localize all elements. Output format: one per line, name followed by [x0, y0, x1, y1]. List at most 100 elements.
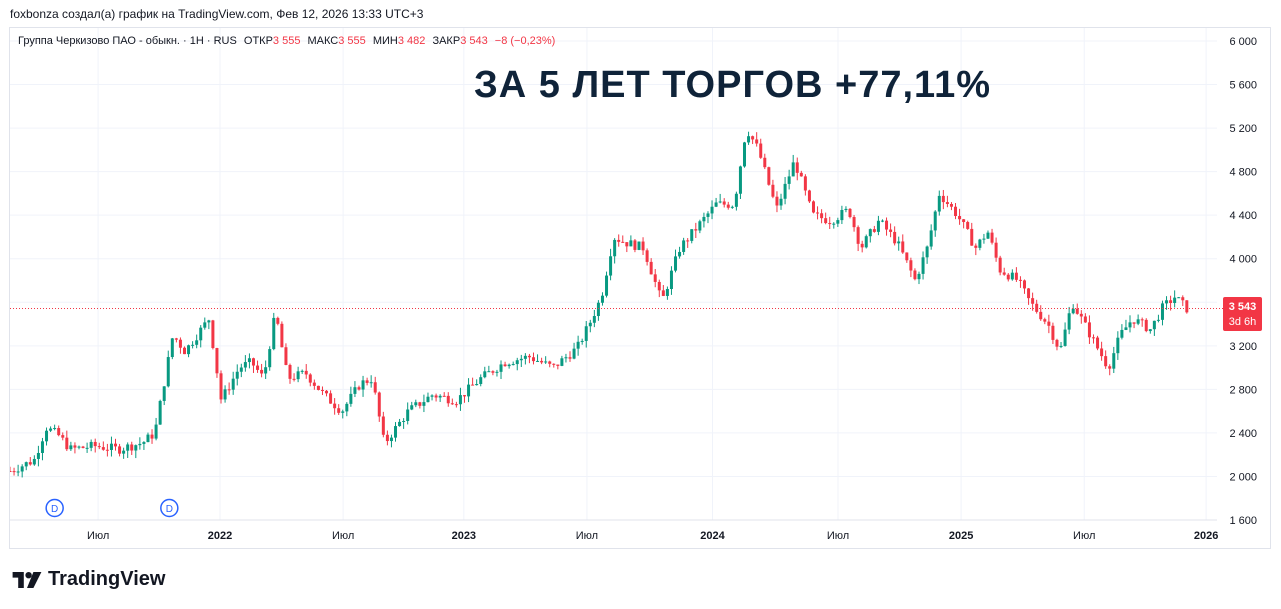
candle-body [227, 389, 231, 391]
candle-body [730, 206, 734, 208]
candle-body [126, 444, 130, 451]
candle-body [377, 392, 381, 417]
candle-body [864, 236, 868, 248]
candle-body [710, 206, 714, 214]
candle-body [844, 208, 848, 210]
candle-body [1010, 272, 1014, 280]
candle-body [527, 355, 531, 358]
candle-body [1006, 274, 1010, 280]
candle-body [633, 240, 637, 250]
candle-body [1124, 327, 1128, 330]
candle-body [921, 257, 925, 274]
candle-body [848, 208, 852, 218]
candle-body [718, 201, 722, 203]
candle-body [272, 317, 276, 350]
candle-body [199, 327, 203, 341]
candle-body [487, 371, 491, 373]
candle-body [706, 213, 710, 217]
candle-body [458, 395, 462, 405]
candle-body [1169, 300, 1173, 304]
candle-body [337, 408, 341, 413]
y-tick-label: 5 200 [1229, 123, 1257, 135]
candle-body [795, 162, 799, 173]
candle-body [475, 384, 479, 386]
candle-body [860, 243, 864, 248]
candle-body [77, 446, 81, 448]
y-tick-label: 4 800 [1229, 167, 1257, 179]
candle-body [491, 371, 495, 373]
candle-body [118, 446, 122, 454]
candle-body [868, 229, 872, 237]
candle-body [284, 347, 288, 365]
candle-body [852, 217, 856, 228]
candle-body [1140, 319, 1144, 321]
candle-body [702, 216, 706, 222]
legend-change: −8 (−0,23%) [494, 35, 556, 47]
candle-body [836, 220, 840, 224]
candle-body [85, 447, 89, 449]
candle-body [925, 246, 929, 258]
candle-body [166, 357, 170, 387]
candle-body [142, 442, 146, 444]
candle-body [682, 240, 686, 252]
candle-body [613, 239, 617, 257]
y-tick-label: 2 000 [1229, 471, 1257, 483]
bar-countdown: 3d 6h [1228, 316, 1257, 328]
candle-body [617, 239, 621, 242]
candle-body [519, 358, 523, 361]
candle-body [580, 340, 584, 342]
candle-body [1160, 303, 1164, 320]
candle-body [434, 395, 438, 398]
candle-body [499, 364, 503, 372]
last-price-tag: 3 543 3d 6h [1223, 297, 1262, 331]
candle-body [1063, 329, 1067, 346]
candle-body [507, 364, 511, 367]
candle-body [57, 428, 61, 436]
dividend-marker-label: D [166, 504, 173, 515]
candle-body [1059, 345, 1063, 347]
candle-body [690, 229, 694, 241]
candle-body [154, 424, 158, 439]
candle-body [203, 322, 207, 328]
y-tick-label: 3 200 [1229, 341, 1257, 353]
last-price-value: 3 543 [1228, 301, 1257, 313]
candle-body [369, 382, 373, 384]
candle-body [373, 382, 377, 393]
candle-body [45, 430, 49, 442]
candle-body [130, 444, 134, 451]
candle-body [53, 428, 57, 430]
candle-body [414, 402, 418, 406]
candle-body [410, 405, 414, 410]
candle-body [1051, 325, 1055, 340]
candle-body [114, 443, 118, 447]
candle-body [219, 373, 223, 400]
candle-body [357, 387, 361, 390]
candle-body [1112, 353, 1116, 369]
candle-body [966, 222, 970, 229]
candle-body [747, 136, 751, 143]
candle-body [876, 220, 880, 232]
candle-body [738, 166, 742, 194]
candle-body [779, 198, 783, 206]
tradingview-logo[interactable]: TradingView [12, 568, 165, 591]
candle-body [503, 364, 507, 367]
candle-body [678, 251, 682, 257]
candle-body [207, 320, 211, 323]
candle-body [1165, 300, 1169, 304]
dividend-marker [160, 498, 179, 518]
candle-body [982, 238, 986, 240]
candle-body [990, 232, 994, 243]
candle-body [446, 395, 450, 404]
candle-body [629, 240, 633, 247]
candle-body [24, 462, 28, 467]
candle-body [251, 358, 255, 366]
candle-body [1144, 319, 1148, 332]
candle-body [325, 390, 329, 394]
candle-body [909, 260, 913, 271]
candle-body [471, 384, 475, 386]
candle-body [32, 458, 36, 465]
candle-body [625, 242, 629, 247]
candle-body [89, 441, 93, 448]
